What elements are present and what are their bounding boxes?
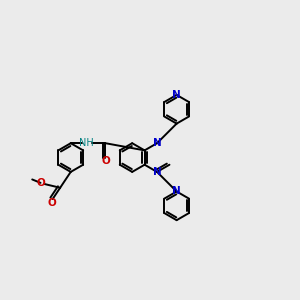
Text: N: N	[153, 138, 161, 148]
Text: O: O	[36, 178, 45, 188]
Text: O: O	[101, 156, 110, 166]
Text: N: N	[153, 167, 161, 177]
Text: N: N	[172, 90, 181, 100]
Text: NH: NH	[79, 138, 94, 148]
Text: N: N	[172, 187, 181, 196]
Text: O: O	[47, 198, 56, 208]
